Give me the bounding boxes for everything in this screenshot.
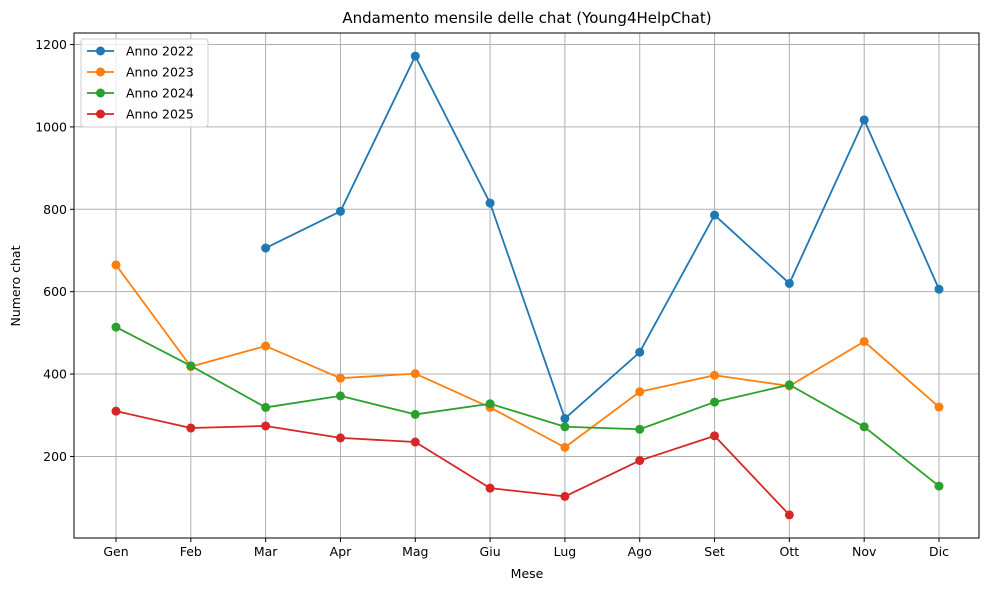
data-point — [111, 322, 121, 332]
data-point — [111, 406, 121, 416]
legend-marker — [96, 88, 105, 98]
data-point — [635, 424, 645, 434]
legend-marker — [96, 109, 105, 119]
data-point — [859, 115, 869, 125]
y-tick-label: 1000 — [35, 119, 67, 134]
x-tick-label: Giu — [480, 544, 501, 559]
legend-label: Anno 2023 — [126, 65, 194, 80]
chart-title: Andamento mensile delle chat (Young4Help… — [342, 9, 711, 27]
data-point — [186, 361, 196, 371]
legend-box — [80, 38, 209, 128]
x-tick-label: Nov — [852, 544, 877, 559]
legend-item: Anno 2024 — [87, 86, 194, 101]
data-point — [410, 51, 420, 61]
data-point — [261, 421, 271, 431]
y-tick-label: 200 — [43, 449, 67, 464]
legend-item: Anno 2022 — [87, 44, 194, 59]
data-point — [335, 433, 345, 443]
x-tick-label: Dic — [929, 544, 949, 559]
y-axis-ticks: 200 400 600 800 1000 1200 — [35, 37, 74, 464]
x-tick-label: Lug — [554, 544, 577, 559]
y-axis-label: Numero chat — [8, 245, 23, 326]
legend-item: Anno 2023 — [87, 65, 194, 80]
legend-marker — [96, 67, 105, 77]
legend-item: Anno 2025 — [87, 107, 194, 122]
data-point — [635, 387, 645, 397]
data-point — [485, 483, 495, 493]
y-tick-label: 1200 — [35, 37, 67, 52]
plot-frame — [73, 32, 980, 539]
data-point — [335, 373, 345, 383]
legend-label: Anno 2025 — [126, 107, 194, 122]
data-point — [560, 491, 570, 501]
data-point — [635, 347, 645, 357]
data-point — [410, 437, 420, 447]
data-point — [859, 422, 869, 432]
x-axis-label: Mese — [511, 566, 544, 581]
data-point — [261, 243, 271, 253]
data-point — [560, 414, 570, 424]
data-point — [111, 260, 121, 270]
x-tick-label: Apr — [330, 544, 352, 559]
data-point — [560, 442, 570, 452]
data-point — [934, 402, 944, 412]
y-tick-label: 800 — [43, 202, 67, 217]
data-point — [335, 391, 345, 401]
x-tick-label: Ago — [628, 544, 652, 559]
legend: Anno 2022 Anno 2023 Anno 2024 Anno 2025 — [80, 38, 209, 128]
data-point — [261, 402, 271, 412]
x-tick-label: Set — [704, 544, 725, 559]
data-point — [934, 284, 944, 294]
x-tick-label: Ott — [780, 544, 800, 559]
data-point — [261, 341, 271, 351]
series-anno-2025 — [111, 406, 794, 520]
data-point — [485, 198, 495, 208]
series-line — [265, 55, 940, 420]
data-point — [335, 206, 345, 216]
legend-label: Anno 2024 — [126, 86, 194, 101]
x-tick-label: Mar — [254, 544, 278, 559]
series-anno-2024 — [111, 322, 944, 491]
x-tick-label: Gen — [103, 544, 128, 559]
legend-label: Anno 2022 — [126, 44, 194, 59]
data-point — [784, 380, 794, 390]
series-line — [115, 410, 791, 516]
data-point — [485, 399, 495, 409]
series-layer — [111, 51, 944, 520]
x-tick-label: Feb — [180, 544, 202, 559]
data-point — [784, 278, 794, 288]
data-point — [710, 397, 720, 407]
data-point — [710, 431, 720, 441]
data-point — [410, 369, 420, 379]
data-point — [710, 210, 720, 220]
y-tick-label: 400 — [43, 367, 67, 382]
data-point — [710, 370, 720, 380]
series-anno-2022 — [261, 51, 944, 424]
data-point — [784, 510, 794, 520]
data-point — [635, 456, 645, 466]
legend-marker — [96, 46, 105, 56]
data-point — [934, 481, 944, 491]
data-point — [560, 422, 570, 432]
data-point — [410, 409, 420, 419]
series-line — [115, 326, 940, 487]
data-point — [186, 423, 196, 433]
data-point — [859, 337, 869, 347]
y-tick-label: 600 — [43, 284, 67, 299]
x-axis-ticks: Gen Feb Mar Apr Mag Giu Lug Ago Set Ott Nov Dic — [103, 538, 949, 559]
series-line — [115, 264, 940, 449]
x-tick-label: Mag — [402, 544, 428, 559]
